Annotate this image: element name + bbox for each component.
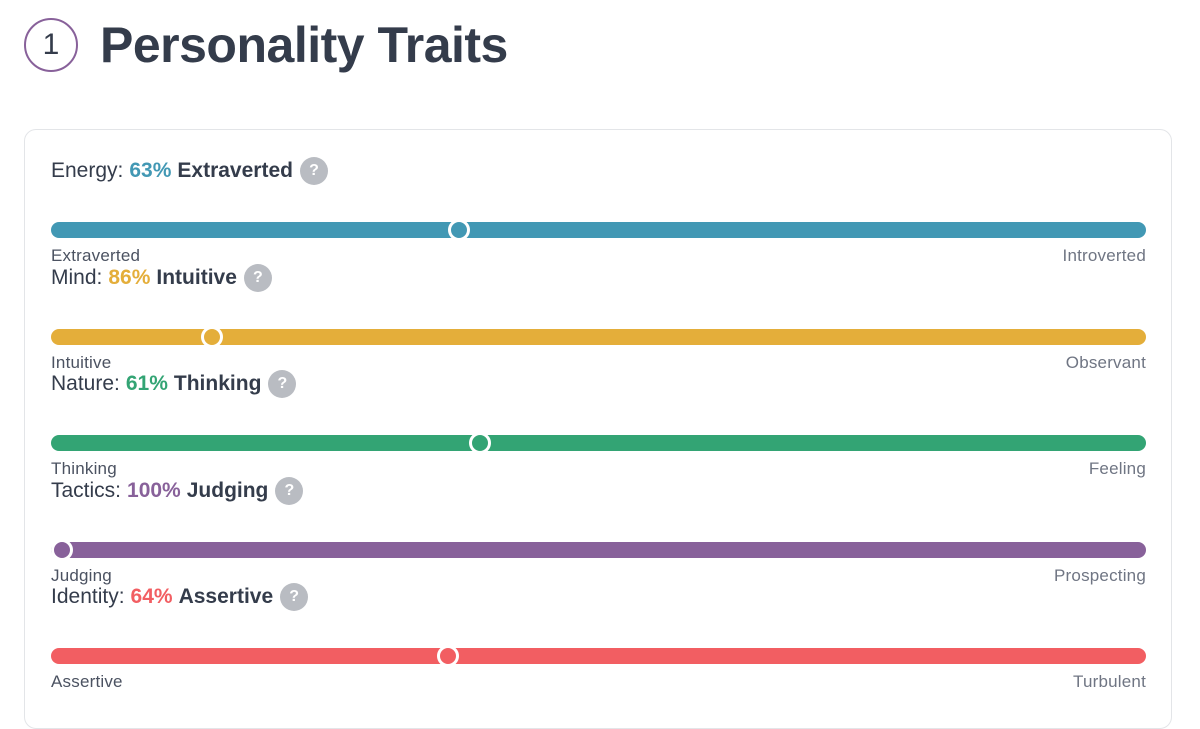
trait-nature: Nature: 61% Thinking ? Thinking Feeling xyxy=(51,369,1146,478)
trait-slider-track[interactable] xyxy=(51,219,1146,241)
trait-slider-knob[interactable] xyxy=(469,432,492,454)
trait-right-label: Observant xyxy=(1065,353,1146,372)
help-icon[interactable]: ? xyxy=(280,583,309,611)
trait-name: Extraverted xyxy=(177,159,293,182)
trait-mind: Mind: 86% Intuitive ? Intuitive Observan… xyxy=(51,263,1146,372)
trait-name: Thinking xyxy=(173,372,262,395)
trait-left-label: Extraverted xyxy=(51,246,141,265)
trait-category: Tactics: xyxy=(51,479,122,502)
help-icon[interactable]: ? xyxy=(243,264,272,292)
trait-title: Nature: 61% Thinking ? xyxy=(51,369,297,399)
trait-slider-knob[interactable] xyxy=(448,219,470,241)
traits-card: Energy: 63% Extraverted ? Extraverted In… xyxy=(24,129,1172,729)
trait-category: Nature: xyxy=(51,372,120,395)
trait-identity: Identity: 64% Assertive ? Assertive Turb… xyxy=(51,582,1146,691)
trait-category: Mind: xyxy=(51,266,103,289)
trait-title: Tactics: 100% Judging ? xyxy=(51,476,304,506)
trait-slider-track[interactable] xyxy=(51,326,1146,348)
help-icon[interactable]: ? xyxy=(275,477,304,505)
trait-left-label: Thinking xyxy=(51,459,117,478)
trait-slider-track[interactable] xyxy=(51,645,1146,667)
trait-slider-knob[interactable] xyxy=(51,539,73,561)
trait-percent: 86% xyxy=(108,266,151,289)
trait-tactics: Tactics: 100% Judging ? Judging Prospect… xyxy=(51,476,1146,585)
trait-left-label: Intuitive xyxy=(51,353,112,372)
trait-category: Energy: xyxy=(51,159,124,182)
trait-right-label: Introverted xyxy=(1062,246,1146,265)
trait-title: Energy: 63% Extraverted ? xyxy=(51,156,328,186)
trait-slider-track[interactable] xyxy=(51,539,1146,561)
trait-energy: Energy: 63% Extraverted ? Extraverted In… xyxy=(51,156,1146,265)
page-title: Personality Traits xyxy=(100,17,508,73)
trait-right-label: Feeling xyxy=(1088,459,1146,478)
trait-title: Mind: 86% Intuitive ? xyxy=(51,263,272,293)
trait-category: Identity: xyxy=(51,585,125,608)
trait-percent: 100% xyxy=(127,479,181,502)
help-icon[interactable]: ? xyxy=(268,370,297,398)
trait-name: Assertive xyxy=(178,585,274,608)
trait-title: Identity: 64% Assertive ? xyxy=(51,582,309,612)
trait-percent: 64% xyxy=(130,585,173,608)
trait-left-label: Judging xyxy=(51,566,112,585)
trait-slider-knob[interactable] xyxy=(201,326,224,348)
trait-slider-track[interactable] xyxy=(51,432,1146,454)
trait-percent: 61% xyxy=(125,372,168,395)
trait-left-label: Assertive xyxy=(51,672,123,691)
trait-name: Intuitive xyxy=(156,266,237,289)
step-number-badge: 1 xyxy=(24,18,78,72)
help-icon[interactable]: ? xyxy=(299,157,328,185)
section-header: 1 Personality Traits xyxy=(24,18,508,72)
step-number: 1 xyxy=(42,28,60,61)
trait-right-label: Prospecting xyxy=(1054,566,1146,585)
trait-slider-knob[interactable] xyxy=(437,645,460,667)
trait-right-label: Turbulent xyxy=(1073,672,1146,691)
trait-percent: 63% xyxy=(129,159,172,182)
trait-name: Judging xyxy=(186,479,269,502)
